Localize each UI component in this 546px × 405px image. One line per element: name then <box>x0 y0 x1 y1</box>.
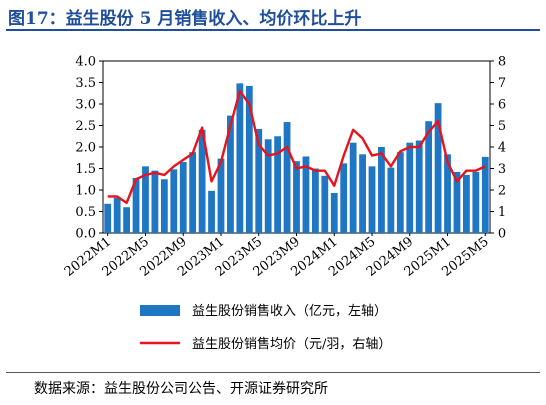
bar-revenue <box>481 156 489 233</box>
bar-revenue <box>415 140 423 233</box>
bar-revenue <box>123 207 130 233</box>
bar-revenue <box>387 167 395 233</box>
y-right-tick-label: 2 <box>498 184 506 199</box>
bar-revenue <box>359 154 366 233</box>
bar-revenue <box>198 129 206 233</box>
legend-swatch-revenue <box>140 305 180 316</box>
bar-revenue <box>170 169 178 233</box>
bar-revenue <box>302 156 310 233</box>
bar-revenue <box>434 103 442 233</box>
y-right-tick-label: 8 <box>498 55 506 70</box>
bar-revenue <box>217 158 225 233</box>
bar-revenue <box>453 171 461 233</box>
y-right-tick-label: 6 <box>498 98 506 113</box>
bar-revenue <box>378 147 385 233</box>
bar-revenue <box>227 115 234 233</box>
y-right-tick-label: 3 <box>498 162 506 177</box>
bar-revenue <box>472 171 480 233</box>
bar-revenue <box>274 136 282 233</box>
bar-revenue <box>236 83 244 233</box>
bar-revenue <box>264 139 272 233</box>
y-right-tick-label: 7 <box>498 76 506 91</box>
title-rule <box>6 29 540 31</box>
y-right-tick-label: 5 <box>498 119 506 134</box>
bar-revenue <box>255 128 263 233</box>
bar-revenue <box>425 121 433 233</box>
bar-revenue <box>349 142 357 233</box>
bar-revenue <box>142 166 149 233</box>
legend-label-price: 益生股份销售均价（元/羽，右轴） <box>192 336 391 352</box>
figure-title: 图17：益生股份 5 月销售收入、均价环比上升 <box>8 9 362 29</box>
legend-label-revenue: 益生股份销售收入（亿元，左轴） <box>192 303 387 319</box>
bar-revenue <box>179 162 187 233</box>
bar-revenue <box>340 163 348 233</box>
bar-revenue <box>463 174 470 233</box>
bar-revenue <box>151 170 159 233</box>
y-left-tick-label: 3.0 <box>75 98 96 113</box>
bar-revenue <box>330 193 338 233</box>
y-left-tick-label: 1.5 <box>75 162 96 177</box>
bar-revenue <box>189 152 197 233</box>
bar-revenue <box>160 179 168 233</box>
y-left-tick-label: 1.0 <box>75 184 96 199</box>
y-left-tick-label: 0.5 <box>75 205 96 220</box>
line-avg-price <box>107 89 486 205</box>
source-rule <box>6 372 540 373</box>
y-left-tick-label: 0.0 <box>75 227 96 242</box>
bar-revenue <box>368 166 376 233</box>
bar-revenue <box>245 85 253 233</box>
bar-revenue <box>444 154 451 233</box>
bar-revenue <box>293 161 300 233</box>
bar-revenue <box>406 142 414 233</box>
bar-revenue <box>311 168 319 233</box>
bar-revenue <box>321 175 329 233</box>
bar-revenue <box>132 177 140 233</box>
source-note: 数据来源：益生股份公司公告、开源证券研究所 <box>34 381 328 397</box>
bar-revenue <box>113 197 121 233</box>
y-left-tick-label: 2.0 <box>75 141 96 156</box>
bar-revenue <box>104 203 112 233</box>
y-right-tick-label: 0 <box>498 227 506 242</box>
bar-revenue <box>283 122 291 233</box>
y-left-tick-label: 3.5 <box>75 76 96 91</box>
bar-revenue <box>396 152 404 233</box>
y-right-tick-label: 4 <box>498 141 506 156</box>
revenue-price-chart: 0.00.51.01.52.02.53.03.54.00123456782022… <box>62 55 506 353</box>
y-left-tick-label: 4.0 <box>75 55 96 70</box>
y-right-tick-label: 1 <box>498 205 506 220</box>
bar-revenue <box>208 190 215 233</box>
y-left-tick-label: 2.5 <box>75 119 96 134</box>
